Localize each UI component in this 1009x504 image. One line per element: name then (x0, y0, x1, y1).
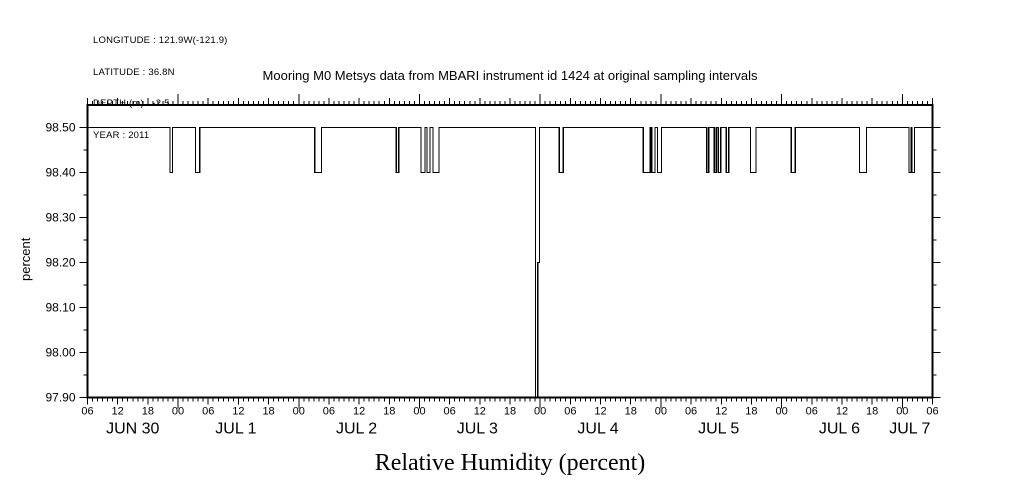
x-hour-label: 00 (172, 406, 184, 418)
y-tick-label: 98.00 (45, 346, 75, 360)
x-hour-label: 12 (594, 406, 606, 418)
chart-title: Mooring M0 Metsys data from MBARI instru… (262, 68, 758, 83)
x-hour-label: 12 (112, 406, 124, 418)
x-date-label: JUL 7 (889, 421, 930, 438)
x-hour-label: 18 (262, 406, 274, 418)
x-date-label: JUL 2 (336, 421, 377, 438)
meta-latitude: LATITUDE : 36.8N (93, 66, 175, 78)
x-hour-label: 18 (142, 406, 154, 418)
x-date-labels: JUN 30 JUL 1 JUL 2 JUL 3 JUL 4 JUL 5 JUL 6 JUL … (106, 421, 930, 438)
y-tick-label: 98.10 (45, 301, 75, 315)
x-hour-label: 06 (323, 406, 335, 418)
y-axis-ticks (79, 127, 941, 398)
x-date-label: JUL 6 (819, 421, 860, 438)
x-date-label: JUL 3 (457, 421, 498, 438)
x-tick-labels: 06 12 18 00 06 12 18 00 06 12 18 00 06 12 18 00 06 12 18 00… (81, 406, 938, 418)
x-hour-label: 06 (685, 406, 697, 418)
x-hour-label: 12 (232, 406, 244, 418)
y-tick-label: 98.50 (45, 121, 75, 135)
x-hour-label: 06 (564, 406, 576, 418)
x-hour-label: 18 (504, 406, 516, 418)
x-hour-label: 00 (775, 406, 787, 418)
y-tick-label: 98.20 (45, 256, 75, 270)
metadata-block: LONGITUDE : 121.9W(-121.9) LATITUDE : 36… (93, 15, 228, 162)
x-hour-label: 06 (444, 406, 456, 418)
x-hour-label: 18 (383, 406, 395, 418)
x-hour-label: 00 (534, 406, 546, 418)
x-hour-label: 00 (896, 406, 908, 418)
x-hour-label: 18 (625, 406, 637, 418)
x-hour-label: 06 (926, 406, 938, 418)
x-hour-label: 00 (293, 406, 305, 418)
x-hour-label: 00 (655, 406, 667, 418)
x-hour-label: 06 (806, 406, 818, 418)
x-hour-label: 12 (715, 406, 727, 418)
x-hour-label: 00 (413, 406, 425, 418)
humidity-series-line (87, 126, 933, 399)
x-hour-label: 06 (202, 406, 214, 418)
x-hour-label: 06 (81, 406, 93, 418)
y-tick-label: 97.90 (45, 391, 75, 405)
x-hour-label: 18 (866, 406, 878, 418)
x-axis-title: Relative Humidity (percent) (374, 450, 646, 476)
y-tick-label: 98.30 (45, 211, 75, 225)
x-date-label: JUN 30 (106, 421, 159, 438)
y-tick-label: 98.40 (45, 166, 75, 180)
x-hour-label: 18 (745, 406, 757, 418)
x-hour-label: 12 (474, 406, 486, 418)
x-date-label: JUL 4 (577, 421, 618, 438)
y-tick-labels: 97.90 98.00 98.10 98.20 98.30 98.40 98.50 (45, 121, 75, 405)
meta-year: YEAR : 2011 (93, 129, 150, 141)
meta-longitude: LONGITUDE : 121.9W(-121.9) (93, 35, 228, 46)
x-axis-ticks (87, 94, 933, 409)
x-hour-label: 12 (836, 406, 848, 418)
x-hour-label: 12 (353, 406, 365, 418)
x-date-label: JUL 5 (698, 421, 739, 438)
plot-box (86, 104, 934, 399)
x-date-label: JUL 1 (215, 421, 256, 438)
